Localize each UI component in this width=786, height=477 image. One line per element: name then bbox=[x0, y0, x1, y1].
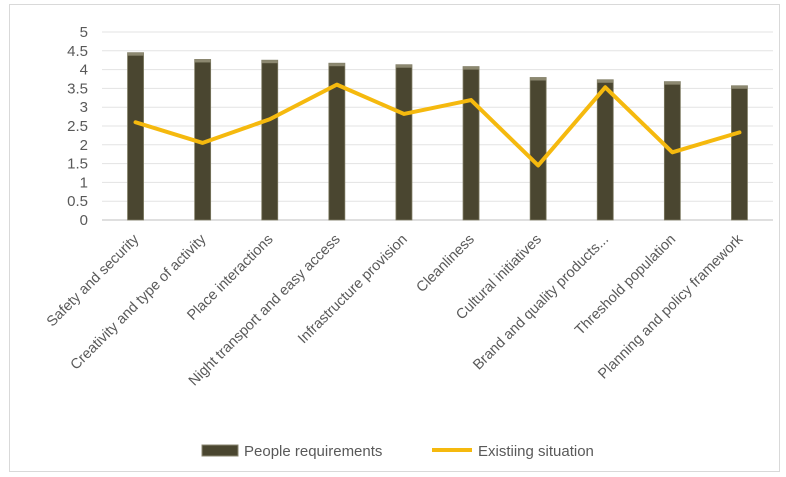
bar-top bbox=[530, 77, 547, 81]
bar bbox=[529, 77, 547, 221]
y-tick-label: 4.5 bbox=[67, 43, 88, 60]
bar-top bbox=[127, 52, 144, 56]
y-axis: 0 0.5 11.5 2 2.5 3 3.54 4.5 5 bbox=[67, 24, 88, 229]
y-tick-label: 5 bbox=[80, 24, 88, 41]
legend-swatch-people-requirements bbox=[201, 444, 239, 457]
y-tick-label: 0 bbox=[80, 212, 88, 229]
legend-label-people-requirements: People requirements bbox=[244, 443, 382, 460]
y-tick-label: 4 bbox=[80, 62, 88, 79]
y-tick-label: 2 bbox=[80, 137, 88, 154]
bar-top bbox=[328, 63, 345, 67]
y-tick-label: 1 bbox=[80, 174, 88, 191]
y-tick-label: 2.5 bbox=[67, 118, 88, 135]
y-tick-label: 0.5 bbox=[67, 193, 88, 210]
bar-top bbox=[597, 79, 614, 83]
x-tick-label: Infrastructure provision bbox=[295, 232, 411, 348]
x-tick-label: Planning and policy framework bbox=[595, 231, 746, 382]
series-line bbox=[133, 82, 742, 168]
x-tick-label: Cleanliness bbox=[414, 232, 478, 296]
x-tick-label: Brand and quality products... bbox=[470, 232, 612, 374]
bar bbox=[395, 64, 413, 221]
y-tick-label: 3 bbox=[80, 99, 88, 116]
bar-top bbox=[395, 64, 412, 68]
line-series bbox=[133, 82, 742, 168]
gridlines bbox=[102, 31, 773, 221]
bar-top bbox=[731, 85, 748, 89]
y-tick-label: 3.5 bbox=[67, 80, 88, 97]
bar-top bbox=[664, 81, 681, 85]
legend-label-existing-situation: Existiing situation bbox=[478, 443, 594, 460]
bar-top bbox=[261, 60, 278, 64]
legend: People requirements Existiing situation bbox=[201, 443, 594, 460]
bar-top bbox=[194, 59, 211, 63]
bar bbox=[731, 85, 748, 221]
bar bbox=[127, 52, 144, 221]
bar bbox=[462, 66, 480, 221]
bar bbox=[261, 59, 279, 221]
bar-top bbox=[463, 66, 480, 70]
y-tick-label: 1.5 bbox=[67, 156, 88, 173]
bar bbox=[596, 79, 614, 221]
x-tick-label: Creativity and type of activity bbox=[68, 231, 210, 373]
bar-series bbox=[127, 52, 748, 221]
